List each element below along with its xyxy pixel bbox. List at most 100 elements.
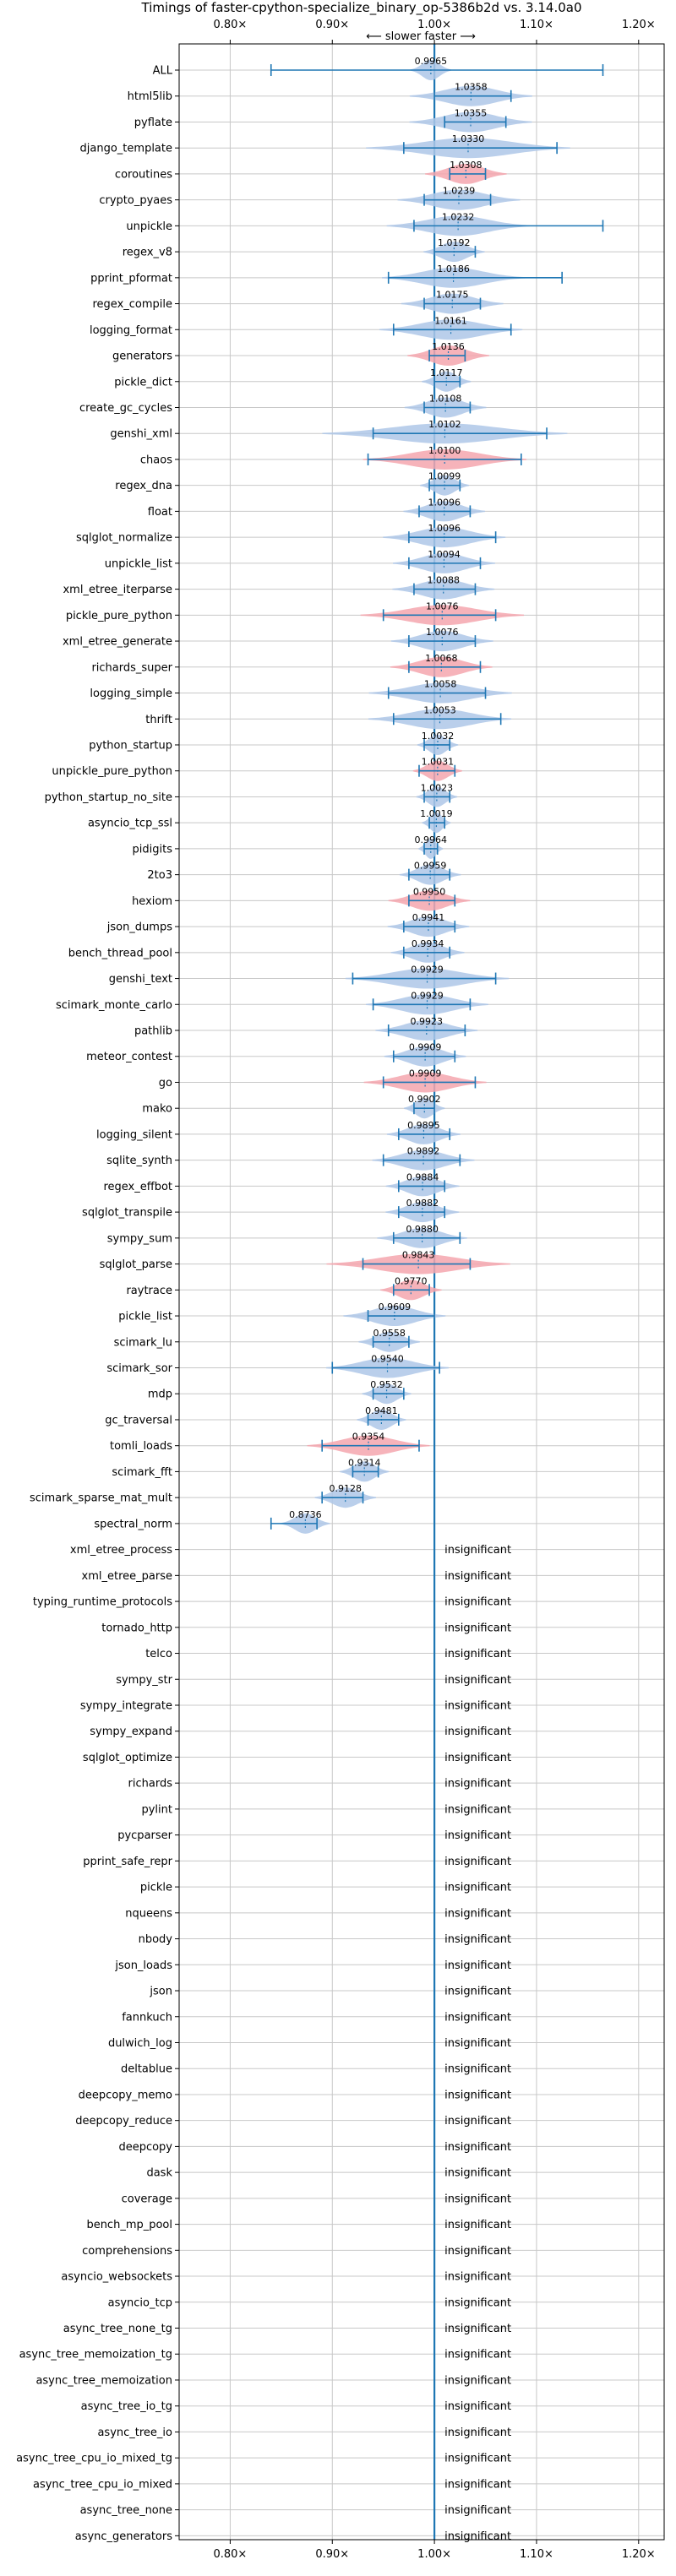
benchmark-name: crypto_pyaes <box>99 194 172 207</box>
insignificant-label: insignificant <box>444 1778 511 1791</box>
benchmark-name: thrift <box>145 714 172 726</box>
value-label: 1.0117 <box>430 367 463 378</box>
value-label: 0.9532 <box>370 1379 403 1390</box>
benchmark-name: regex_effbot <box>103 1181 172 1193</box>
value-label: 1.0355 <box>455 107 488 118</box>
benchmark-name: asyncio_tcp <box>108 2296 172 2309</box>
benchmark-name: unpickle <box>126 220 172 233</box>
benchmark-name: dulwich_log <box>108 2037 172 2050</box>
benchmark-name: xml_etree_iterparse <box>63 584 172 596</box>
insignificant-label: insignificant <box>444 2115 511 2128</box>
insignificant-label: insignificant <box>444 2478 511 2491</box>
value-label: 0.9941 <box>412 912 445 923</box>
insignificant-label: insignificant <box>444 1544 511 1557</box>
value-label: 0.9540 <box>371 1354 404 1365</box>
benchmark-name: asyncio_tcp_ssl <box>88 818 172 830</box>
x-tick-label-bottom: 1.00× <box>417 2548 451 2561</box>
insignificant-label: insignificant <box>444 2193 511 2205</box>
value-label: 1.0096 <box>428 497 461 508</box>
benchmark-name: sqlite_synth <box>106 1155 172 1167</box>
plot-frame <box>178 43 665 2541</box>
value-label: 1.0031 <box>422 757 455 768</box>
value-label: 0.9770 <box>395 1275 428 1286</box>
x-tick-label-bottom: 1.20× <box>622 2548 656 2561</box>
benchmark-name: async_tree_none <box>80 2504 172 2517</box>
benchmark-name: pyflate <box>134 117 172 129</box>
value-label: 0.9314 <box>348 1457 381 1468</box>
value-label: 1.0102 <box>428 419 461 430</box>
value-label: 1.0192 <box>438 237 471 248</box>
benchmark-name: genshi_text <box>109 973 172 986</box>
benchmark-name: nbody <box>139 1933 173 1946</box>
value-label: 0.9929 <box>411 965 444 976</box>
benchmark-name: chaos <box>140 454 172 466</box>
benchmark-name: async_tree_io_tg <box>81 2400 172 2413</box>
insignificant-label: insignificant <box>444 1674 511 1687</box>
benchmark-name: genshi_xml <box>110 428 172 441</box>
benchmark-name: generators <box>112 351 172 363</box>
x-tick-label-bottom: 1.10× <box>520 2548 553 2561</box>
insignificant-label: insignificant <box>444 2089 511 2101</box>
benchmark-name: deltablue <box>121 2063 172 2076</box>
benchmark-name: xml_etree_process <box>70 1544 172 1557</box>
insignificant-label: insignificant <box>444 2427 511 2439</box>
insignificant-label: insignificant <box>444 1699 511 1712</box>
benchmark-name: float <box>148 506 172 519</box>
x-tick-label-top: 0.90× <box>315 19 349 31</box>
benchmark-name: mako <box>142 1103 172 1116</box>
benchmark-name: asyncio_websockets <box>61 2271 172 2284</box>
benchmark-name: async_tree_memoization <box>35 2374 172 2387</box>
direction-label: ⟵ slower faster ⟶ <box>366 30 476 43</box>
value-label: 1.0058 <box>424 679 457 690</box>
insignificant-label: insignificant <box>444 2323 511 2335</box>
benchmark-name: sympy_expand <box>90 1725 172 1738</box>
insignificant-label: insignificant <box>444 2349 511 2361</box>
benchmark-name: tomli_loads <box>110 1440 172 1453</box>
x-tick-label-bottom: 0.80× <box>213 2548 247 2561</box>
benchmark-name: typing_runtime_protocols <box>33 1596 172 1609</box>
value-label: 1.0100 <box>428 445 461 456</box>
benchmark-name: meteor_contest <box>86 1051 172 1063</box>
insignificant-label: insignificant <box>444 1882 511 1894</box>
value-label: 0.9959 <box>414 861 447 872</box>
benchmark-name: async_tree_memoization_tg <box>19 2349 172 2361</box>
benchmark-name: unpickle_pure_python <box>52 765 172 778</box>
value-label: 1.0068 <box>425 653 458 664</box>
benchmark-name: go <box>159 1077 172 1090</box>
insignificant-label: insignificant <box>444 2296 511 2309</box>
value-label: 0.9558 <box>373 1328 406 1339</box>
benchmark-name: spectral_norm <box>94 1518 172 1530</box>
value-label: 1.0096 <box>428 523 461 534</box>
value-label: 1.0239 <box>443 186 476 197</box>
value-label: 1.0076 <box>426 601 459 611</box>
insignificant-label: insignificant <box>444 1725 511 1738</box>
benchmark-name: async_generators <box>75 2530 173 2543</box>
benchmark-name: scimark_monte_carlo <box>56 999 172 1012</box>
value-label: 0.9882 <box>406 1198 439 1209</box>
benchmark-name: scimark_sor <box>106 1362 172 1375</box>
value-label: 1.0358 <box>455 82 488 93</box>
benchmark-name: pylint <box>141 1803 172 1816</box>
value-label: 0.9884 <box>406 1171 439 1182</box>
insignificant-label: insignificant <box>444 1752 511 1764</box>
benchmark-name: deepcopy_memo <box>79 2089 172 2101</box>
value-label: 0.9964 <box>415 834 448 845</box>
insignificant-label: insignificant <box>444 1829 511 1842</box>
benchmark-name: pickle <box>140 1882 172 1894</box>
insignificant-label: insignificant <box>444 2504 511 2517</box>
benchmark-name: fannkuch <box>122 2011 172 2024</box>
insignificant-label: insignificant <box>444 1622 511 1634</box>
insignificant-label: insignificant <box>444 1596 511 1609</box>
value-label: 1.0330 <box>452 133 485 144</box>
insignificant-label: insignificant <box>444 2011 511 2024</box>
benchmark-name: deepcopy_reduce <box>75 2115 172 2128</box>
x-tick-label-bottom: 0.90× <box>315 2548 349 2561</box>
insignificant-label: insignificant <box>444 2037 511 2050</box>
value-label: 0.9481 <box>365 1405 398 1416</box>
benchmark-name: pycparser <box>117 1829 172 1842</box>
benchmark-name: sqlglot_transpile <box>82 1207 172 1220</box>
x-tick-label-top: 1.20× <box>622 19 656 31</box>
insignificant-label: insignificant <box>444 1570 511 1583</box>
insignificant-label: insignificant <box>444 2374 511 2387</box>
